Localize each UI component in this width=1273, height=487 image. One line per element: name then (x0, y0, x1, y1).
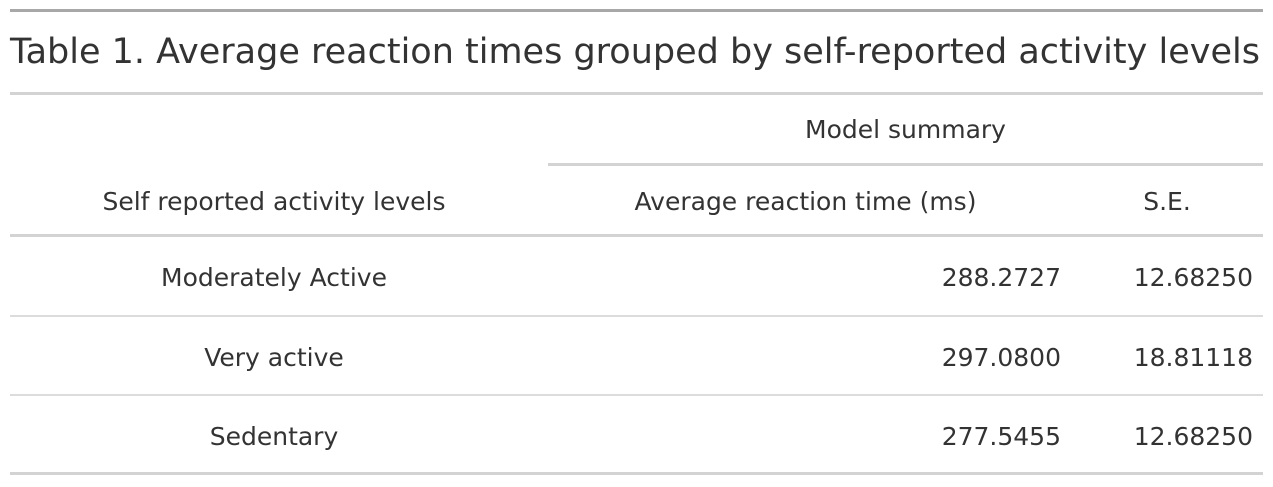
model-summary-spanner: Model summary (805, 115, 1006, 144)
table-top-rule (10, 9, 1263, 12)
standard-error-cell: 12.68250 (1133, 422, 1253, 451)
activity-cell: Very active (204, 343, 344, 372)
spanner-underline (548, 163, 1263, 166)
standard-error-cell: 12.68250 (1133, 263, 1253, 292)
standard-error-cell: 18.81118 (1133, 343, 1253, 372)
standard-error-column-header: S.E. (1143, 187, 1191, 216)
average-reaction-time-cell: 277.5455 (941, 422, 1061, 451)
row-divider (10, 394, 1263, 396)
table-bottom-rule (10, 472, 1263, 475)
activity-column-header: Self reported activity levels (102, 187, 446, 216)
activity-cell: Moderately Active (161, 263, 387, 292)
row-divider (10, 315, 1263, 317)
header-divider (10, 234, 1263, 237)
average-reaction-time-column-header: Average reaction time (ms) (634, 187, 977, 216)
average-reaction-time-cell: 297.0800 (941, 343, 1061, 372)
activity-cell: Sedentary (209, 422, 339, 451)
average-reaction-time-cell: 288.2727 (941, 263, 1061, 292)
title-divider (10, 92, 1263, 95)
table-title: Table 1. Average reaction times grouped … (10, 32, 1260, 72)
